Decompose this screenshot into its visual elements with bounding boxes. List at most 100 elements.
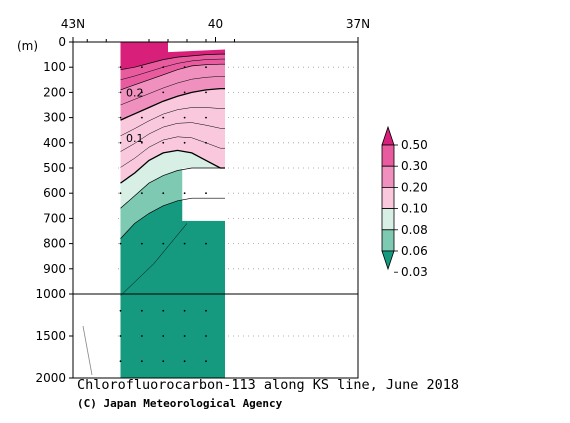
sample-dot-0-5 xyxy=(119,242,122,245)
contour-boundary-1 xyxy=(120,63,225,91)
sample-dot-2-4 xyxy=(162,192,165,195)
sample-dot-0-3 xyxy=(119,141,122,144)
y-tick-label-2000: 2000 xyxy=(35,371,66,385)
sample-dot-4-0 xyxy=(205,66,207,69)
sample-dot-2-1 xyxy=(162,91,165,94)
seafloor-line xyxy=(82,325,93,376)
sample-dot-3-0 xyxy=(183,66,186,69)
legend-label-6: 0.03 xyxy=(401,265,428,279)
legend-swatch-3 xyxy=(381,186,395,209)
sample-dot-0-8 xyxy=(119,360,122,363)
contour-boundary-3 xyxy=(120,149,225,184)
sample-dot-1-5 xyxy=(140,242,143,245)
no-data-notch xyxy=(168,42,225,53)
sample-dot-3-2 xyxy=(183,116,186,119)
y-tick-label-600: 600 xyxy=(43,186,66,200)
band-003 xyxy=(120,198,225,378)
sample-dot-4-8 xyxy=(205,360,207,363)
sample-dot-4-2 xyxy=(205,116,207,119)
contour-intermediate-1 xyxy=(120,122,225,152)
copyright-credit: (C) Japan Meteorological Agency xyxy=(77,397,283,410)
y-tick-label-700: 700 xyxy=(43,211,66,225)
contour-boundary-0 xyxy=(120,53,225,71)
contour-deep xyxy=(120,223,188,296)
band-008 xyxy=(120,150,225,209)
sample-dot-3-6 xyxy=(183,309,186,312)
legend-swatch-1 xyxy=(381,144,395,167)
legend-label-2: 0.20 xyxy=(401,180,428,194)
sample-dot-0-7 xyxy=(119,335,122,337)
legend-label-0: 0.50 xyxy=(401,138,428,152)
sample-dot-2-8 xyxy=(162,360,165,363)
y-tick-label-500: 500 xyxy=(43,161,66,175)
y-tick-label-100: 100 xyxy=(43,60,66,74)
sample-dot-1-0 xyxy=(140,66,143,69)
contour-boundary-4 xyxy=(120,167,225,209)
sample-dot-3-1 xyxy=(183,91,186,94)
band-030 xyxy=(120,54,225,90)
sample-dot-0-6 xyxy=(119,309,122,312)
sample-dot-1-3 xyxy=(140,141,143,144)
contour-intermediate-2 xyxy=(120,107,225,137)
no-data-gap-0 xyxy=(182,168,225,221)
legend-arrow-top xyxy=(381,125,395,146)
sample-dot-4-7 xyxy=(205,335,207,337)
no-data-gap-1 xyxy=(73,42,116,378)
sample-dot-3-4 xyxy=(183,192,186,195)
sample-dot-1-2 xyxy=(140,116,143,119)
section-fill xyxy=(73,42,225,378)
sample-dot-3-5 xyxy=(183,242,186,245)
sample-dot-1-8 xyxy=(140,360,143,363)
sample-dot-3-7 xyxy=(183,335,186,337)
y-tick-label-0: 0 xyxy=(58,35,66,49)
legend-arrow-bottom xyxy=(381,250,395,271)
contour-label-0: 0.2 xyxy=(126,86,144,99)
sample-dot-4-3 xyxy=(205,141,207,144)
axes xyxy=(69,37,359,379)
sample-dot-1-1 xyxy=(140,91,143,94)
sample-dot-2-7 xyxy=(162,335,165,337)
legend-label-1: 0.30 xyxy=(401,159,428,173)
y-tick-label-300: 300 xyxy=(43,111,66,125)
sample-dot-2-2 xyxy=(162,116,165,119)
y-tick-label-200: 200 xyxy=(43,85,66,99)
sample-dot-4-6 xyxy=(205,309,207,312)
sample-dot-1-6 xyxy=(140,309,143,312)
y-tick-label-900: 900 xyxy=(43,262,66,276)
legend: 0.50 0.30 0.20 0.10 0.08 0.06 0.03 xyxy=(381,125,428,279)
contour-label-1: 0.1 xyxy=(126,132,144,145)
band-010 xyxy=(120,88,225,184)
contour-lines: 0.2 0.1 xyxy=(119,53,225,363)
sample-dot-1-7 xyxy=(140,335,143,337)
contour-intermediate-4 xyxy=(120,58,225,81)
y-tick-label-1500: 1500 xyxy=(35,329,66,343)
legend-label-4: 0.08 xyxy=(401,223,428,237)
sample-dot-0-2 xyxy=(119,116,122,119)
y-tick-label-400: 400 xyxy=(43,136,66,150)
x-tick-label-43: 43N xyxy=(61,17,85,31)
sample-dot-0-4 xyxy=(119,192,122,195)
sample-dot-4-5 xyxy=(205,242,207,245)
sample-dot-2-5 xyxy=(162,242,165,245)
sample-dot-2-0 xyxy=(162,66,165,69)
sample-dot-0-1 xyxy=(119,91,122,94)
sample-dot-2-3 xyxy=(162,141,165,144)
x-tick-label-37: 37N xyxy=(346,17,370,31)
contour-boundary-2 xyxy=(120,87,225,121)
y-tick-label-800: 800 xyxy=(43,237,66,251)
x-tick-label-40: 40 xyxy=(208,17,223,31)
legend-label-3: 0.10 xyxy=(401,202,428,216)
y-axis-unit-label: (m) xyxy=(17,39,38,53)
sample-dot-3-8 xyxy=(183,360,186,363)
sample-dot-4-4 xyxy=(205,192,207,195)
contour-intermediate-3 xyxy=(120,136,225,168)
legend-swatch-4 xyxy=(381,208,395,231)
sample-dot-4-1 xyxy=(205,91,207,94)
contour-intermediate-0 xyxy=(120,76,225,106)
sample-dot-1-4 xyxy=(140,192,143,195)
legend-swatch-5 xyxy=(381,229,395,252)
legend-label-5: 0.06 xyxy=(401,244,428,258)
sample-dot-0-0 xyxy=(119,66,122,69)
contour-boundary-5 xyxy=(120,197,225,239)
